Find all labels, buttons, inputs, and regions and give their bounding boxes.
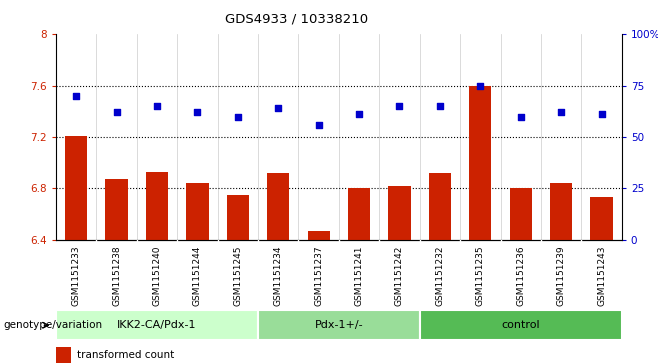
Text: GSM1151243: GSM1151243: [597, 245, 606, 306]
Text: GDS4933 / 10338210: GDS4933 / 10338210: [224, 13, 368, 26]
Point: [354, 111, 365, 117]
Bar: [65, 136, 88, 240]
Text: control: control: [501, 320, 540, 330]
Text: IKK2-CA/Pdx-1: IKK2-CA/Pdx-1: [117, 320, 197, 330]
Bar: [469, 86, 492, 240]
Text: GSM1151233: GSM1151233: [72, 245, 81, 306]
Bar: [307, 231, 330, 240]
Point: [273, 105, 284, 111]
Bar: [105, 179, 128, 240]
Text: GSM1151239: GSM1151239: [557, 245, 566, 306]
Text: transformed count: transformed count: [78, 350, 174, 360]
Bar: [56, 310, 258, 340]
Bar: [420, 310, 622, 340]
Text: GSM1151241: GSM1151241: [355, 245, 364, 306]
Point: [71, 93, 82, 99]
Text: GSM1151234: GSM1151234: [274, 245, 283, 306]
Text: GSM1151232: GSM1151232: [436, 245, 444, 306]
Bar: [348, 188, 370, 240]
Point: [556, 110, 567, 115]
Bar: [388, 186, 411, 240]
Bar: [590, 197, 613, 240]
Bar: [186, 183, 209, 240]
Bar: [510, 188, 532, 240]
Point: [152, 103, 163, 109]
Bar: [56, 347, 71, 363]
Point: [232, 114, 243, 119]
Text: GSM1151244: GSM1151244: [193, 245, 202, 306]
Text: Pdx-1+/-: Pdx-1+/-: [315, 320, 363, 330]
Bar: [429, 173, 451, 240]
Bar: [258, 310, 420, 340]
Point: [515, 114, 526, 119]
Bar: [267, 173, 290, 240]
Bar: [227, 195, 249, 240]
Point: [111, 110, 122, 115]
Bar: [550, 183, 572, 240]
Text: GSM1151242: GSM1151242: [395, 245, 404, 306]
Point: [475, 83, 486, 89]
Point: [596, 111, 607, 117]
Point: [313, 122, 324, 128]
Point: [192, 110, 203, 115]
Text: genotype/variation: genotype/variation: [3, 320, 103, 330]
Bar: [146, 172, 168, 240]
Text: GSM1151235: GSM1151235: [476, 245, 485, 306]
Text: GSM1151245: GSM1151245: [234, 245, 242, 306]
Text: GSM1151237: GSM1151237: [314, 245, 323, 306]
Text: GSM1151236: GSM1151236: [517, 245, 525, 306]
Text: GSM1151240: GSM1151240: [153, 245, 161, 306]
Text: GSM1151238: GSM1151238: [112, 245, 121, 306]
Point: [435, 103, 445, 109]
Point: [281, 276, 291, 281]
Point: [394, 103, 405, 109]
